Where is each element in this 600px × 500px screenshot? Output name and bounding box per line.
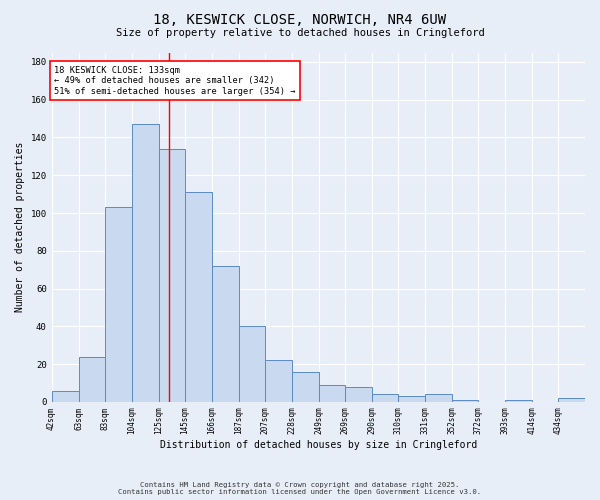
Bar [452,400,478,402]
Bar [425,394,452,402]
X-axis label: Distribution of detached houses by size in Cringleford: Distribution of detached houses by size … [160,440,477,450]
Bar [398,396,425,402]
Bar [79,356,104,402]
Bar [319,385,345,402]
Text: Contains HM Land Registry data © Crown copyright and database right 2025.
Contai: Contains HM Land Registry data © Crown c… [118,482,482,495]
Bar [212,266,239,402]
Bar [239,326,265,402]
Bar [265,360,292,402]
Bar [372,394,398,402]
Bar [345,386,372,402]
Bar [185,192,212,402]
Bar [52,390,79,402]
Bar [131,124,159,402]
Text: 18 KESWICK CLOSE: 133sqm
← 49% of detached houses are smaller (342)
51% of semi-: 18 KESWICK CLOSE: 133sqm ← 49% of detach… [54,66,296,96]
Text: Size of property relative to detached houses in Cringleford: Size of property relative to detached ho… [116,28,484,38]
Bar [292,372,319,402]
Bar [159,149,185,402]
Bar [104,208,131,402]
Bar [505,400,532,402]
Bar [558,398,585,402]
Text: 18, KESWICK CLOSE, NORWICH, NR4 6UW: 18, KESWICK CLOSE, NORWICH, NR4 6UW [154,12,446,26]
Y-axis label: Number of detached properties: Number of detached properties [15,142,25,312]
